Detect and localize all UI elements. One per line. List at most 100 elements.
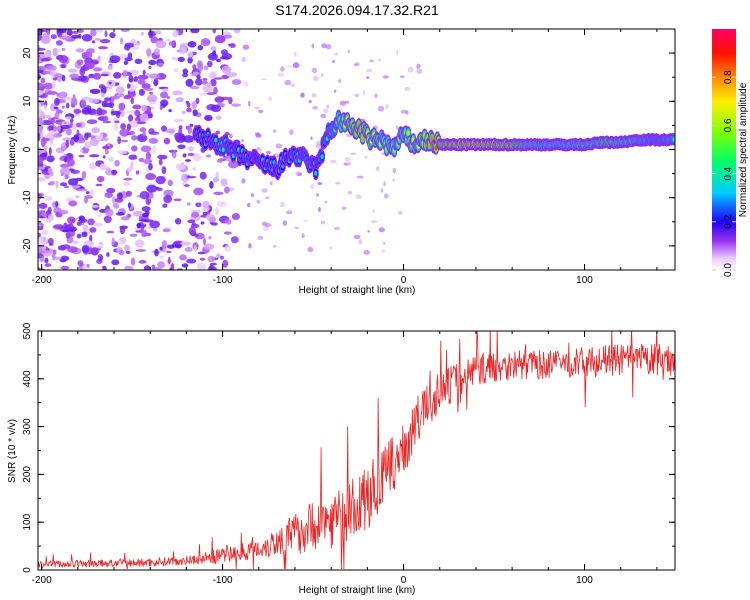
heatmap-noise-cell [188, 226, 196, 236]
snr-series-line [38, 331, 675, 570]
heatmap-noise-cell [197, 251, 206, 255]
heatmap-noise-cell [115, 86, 125, 95]
heatmap-noise-cell [210, 46, 217, 51]
heatmap-noise-cell [312, 106, 318, 110]
heatmap-noise-cell [184, 184, 190, 187]
y-tick-label: 500 [22, 322, 33, 339]
heatmap-noise-cell [108, 81, 112, 85]
heatmap-noise-cell [109, 32, 116, 39]
heatmap-noise-cell [38, 232, 41, 238]
x-tick-label: -100 [213, 275, 233, 286]
heatmap-noise-cell [98, 242, 103, 246]
heatmap-noise-cell [190, 29, 200, 34]
snr-y-label: SNR (10 * v/v) [7, 419, 18, 483]
heatmap-noise-cell [67, 246, 78, 253]
heatmap-noise-cell [141, 83, 151, 90]
heatmap-noise-cell [67, 216, 76, 224]
heatmap-noise-cell [297, 172, 303, 176]
heatmap-noise-cell [46, 155, 55, 163]
heatmap-noise-cell [97, 254, 104, 262]
heatmap-noise-cell [81, 96, 92, 101]
heatmap-noise-cell [38, 65, 48, 71]
heatmap-noise-cell [54, 73, 63, 78]
y-tick-label: 0 [22, 567, 33, 573]
heatmap-noise-cell [134, 239, 145, 248]
heatmap-noise-cell [186, 102, 191, 108]
heatmap-noise-cell [94, 38, 102, 41]
heatmap-noise-cell [241, 139, 244, 142]
heatmap-noise-cell [128, 74, 134, 83]
heatmap-noise-cell [168, 109, 172, 113]
heatmap-noise-cell [320, 220, 326, 225]
heatmap-noise-cell [118, 102, 126, 111]
snr-x-ticks: -200 -100 0 100 [32, 331, 658, 586]
heatmap-noise-cell [157, 261, 166, 269]
heatmap-noise-cell [199, 92, 207, 96]
heatmap-noise-cell [93, 222, 104, 227]
heatmap-noise-cell [187, 146, 194, 152]
heatmap-noise-cell [96, 175, 105, 183]
heatmap-noise-cell [66, 128, 72, 136]
heatmap-noise-cell [124, 265, 134, 270]
heatmap-noise-cell [265, 196, 270, 200]
spectrogram-x-label: Height of straight line (km) [299, 285, 416, 296]
heatmap-noise-cell [212, 177, 219, 183]
heatmap-noise-cell [199, 171, 207, 180]
heatmap-noise-cell [347, 49, 350, 54]
heatmap-noise-cell [216, 253, 221, 259]
heatmap-noise-cell [202, 211, 208, 216]
heatmap-noise-cell [210, 222, 218, 226]
heatmap-noise-cell [75, 122, 82, 128]
heatmap-noise-cell [76, 221, 82, 226]
heatmap-noise-cell [165, 194, 170, 199]
heatmap-noise-cell [146, 184, 158, 193]
heatmap-noise-cell [81, 34, 93, 42]
heatmap-noise-cell [400, 75, 405, 78]
heatmap-noise-cell [193, 153, 202, 162]
heatmap-noise-cell [183, 135, 195, 143]
heatmap-noise-cell [68, 200, 78, 207]
heatmap-noise-cell [193, 187, 204, 196]
heatmap-noise-cell [321, 73, 324, 78]
heatmap-noise-cell [256, 199, 261, 204]
heatmap-noise-cell [220, 255, 224, 260]
heatmap-noise-cell [355, 194, 362, 200]
heatmap-noise-cell [214, 35, 226, 44]
heatmap-noise-cell [99, 163, 108, 171]
heatmap-noise-cell [269, 181, 273, 186]
heatmap-noise-cell [65, 232, 71, 239]
heatmap-noise-cell [99, 209, 105, 212]
heatmap-noise-cell [61, 74, 66, 82]
heatmap-noise-cell [167, 179, 173, 187]
heatmap-noise-cell [85, 191, 90, 195]
heatmap-noise-cell [241, 57, 246, 63]
heatmap-noise-cell [107, 64, 113, 70]
heatmap-noise-cell [186, 107, 192, 113]
heatmap-noise-cell [141, 206, 151, 212]
heatmap-noise-cell [131, 135, 138, 141]
heatmap-noise-cell [383, 242, 386, 245]
heatmap-noise-cell [264, 223, 272, 228]
heatmap-noise-cell [73, 108, 82, 114]
heatmap-noise-cell [41, 230, 49, 235]
heatmap-noise-cell [358, 239, 363, 245]
heatmap-noise-cell [268, 96, 273, 102]
heatmap-noise-cell [369, 59, 375, 63]
heatmap-noise-cell [339, 100, 347, 106]
heatmap-noise-cell [231, 79, 242, 85]
heatmap-noise-cell [75, 48, 85, 53]
heatmap-noise-cell [187, 51, 194, 58]
heatmap-noise-cell [138, 219, 150, 222]
heatmap-noise-cell [134, 58, 143, 64]
heatmap-noise-cell [303, 219, 309, 222]
heatmap-noise-cell [38, 83, 50, 87]
heatmap-noise-cell [195, 202, 202, 208]
colorbar-gradient [712, 29, 736, 270]
heatmap-noise-cell [111, 196, 117, 204]
heatmap-noise-cell [155, 175, 166, 185]
heatmap-noise-cell [71, 30, 79, 35]
heatmap-noise-cell [161, 166, 167, 175]
heatmap-noise-cell [193, 234, 200, 237]
heatmap-noise-cell [310, 184, 314, 190]
heatmap-noise-cell [405, 110, 409, 115]
